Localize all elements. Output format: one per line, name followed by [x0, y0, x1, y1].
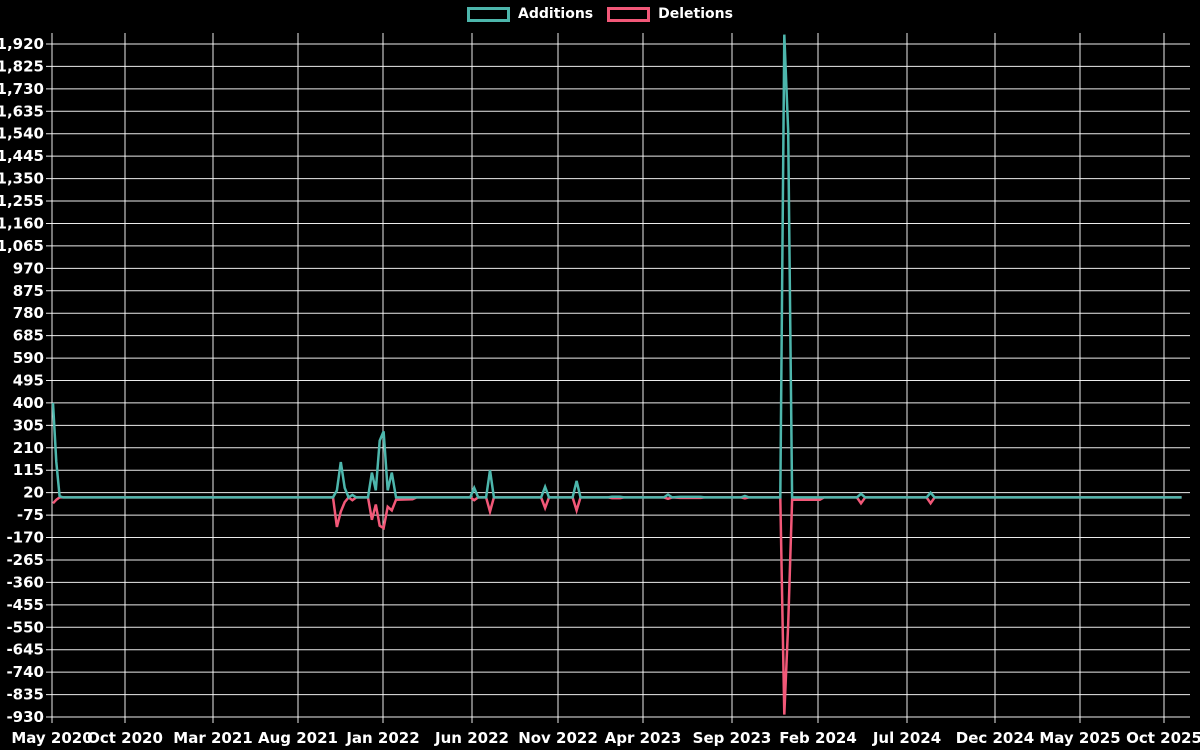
y-tick-label: -360 — [6, 573, 44, 591]
x-tick-label: Jun 2022 — [434, 729, 509, 747]
legend-item-additions[interactable]: Additions — [467, 7, 593, 22]
y-tick-label: -930 — [6, 708, 44, 726]
y-tick-label: 685 — [13, 327, 44, 345]
y-tick-label: 1,825 — [0, 57, 44, 75]
deletions-swatch-icon — [607, 7, 651, 22]
y-tick-label: 20 — [23, 484, 44, 502]
y-tick-label: 400 — [13, 394, 44, 412]
y-tick-label: 875 — [13, 282, 44, 300]
y-tick-label: 1,920 — [0, 35, 44, 53]
y-tick-label: 970 — [13, 259, 44, 277]
y-tick-label: 590 — [13, 349, 44, 367]
y-tick-label: 1,255 — [0, 192, 44, 210]
y-tick-label: 115 — [13, 461, 44, 479]
legend-item-deletions[interactable]: Deletions — [607, 7, 733, 22]
x-tick-label: Mar 2021 — [173, 729, 252, 747]
y-tick-label: 1,350 — [0, 170, 44, 188]
y-tick-label: 495 — [13, 372, 44, 390]
y-tick-label: -550 — [6, 618, 44, 636]
y-tick-label: -645 — [6, 641, 44, 659]
additions-legend-label: Additions — [518, 6, 594, 22]
y-tick-label: 1,540 — [0, 125, 44, 143]
x-tick-label: Jul 2024 — [872, 729, 941, 747]
deletions-line — [52, 495, 1182, 715]
x-tick-label: Jan 2022 — [345, 729, 419, 747]
y-tick-label: -835 — [6, 686, 44, 704]
x-tick-label: Aug 2021 — [258, 729, 338, 747]
y-tick-label: -740 — [6, 663, 44, 681]
x-tick-label: Oct 2025 — [1126, 729, 1200, 747]
y-tick-label: 1,445 — [0, 147, 44, 165]
x-tick-label: Nov 2022 — [518, 729, 598, 747]
x-tick-label: Sep 2023 — [693, 729, 772, 747]
y-tick-label: 1,730 — [0, 80, 44, 98]
y-tick-label: 780 — [13, 304, 44, 322]
y-tick-label: 1,635 — [0, 102, 44, 120]
additions-swatch-icon — [467, 7, 511, 22]
legend: Additions Deletions — [0, 7, 1200, 22]
y-tick-label: 1,160 — [0, 214, 44, 232]
x-tick-label: May 2025 — [1039, 729, 1120, 747]
deletions-legend-label: Deletions — [658, 6, 733, 22]
y-tick-label: -170 — [6, 529, 44, 547]
y-tick-label: 305 — [13, 416, 44, 434]
y-tick-label: 210 — [13, 439, 44, 457]
x-tick-label: Oct 2020 — [87, 729, 163, 747]
y-tick-label: 1,065 — [0, 237, 44, 255]
x-tick-label: Apr 2023 — [605, 729, 682, 747]
additions-line — [51, 34, 1182, 500]
y-tick-label: -75 — [17, 506, 44, 524]
x-tick-label: Dec 2024 — [956, 729, 1035, 747]
x-tick-label: May 2020 — [11, 729, 92, 747]
x-tick-label: Feb 2024 — [779, 729, 857, 747]
y-tick-label: -265 — [6, 551, 44, 569]
y-tick-label: -455 — [6, 596, 44, 614]
